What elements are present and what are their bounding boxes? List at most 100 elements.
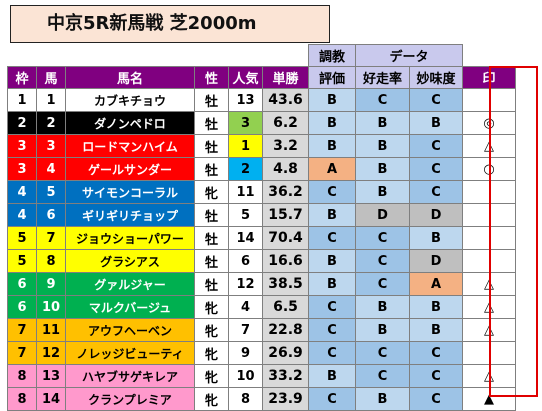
horse-name-cell: カブキチョウ bbox=[65, 88, 195, 112]
table-row[interactable]: 5 8 グラシアス牡 6 16.6 B C D bbox=[7, 249, 516, 273]
popularity-cell: 11 bbox=[228, 180, 263, 204]
table-row[interactable]: 8 14 クランプレミア牝 8 23.9 C B C ▲ bbox=[7, 387, 516, 411]
sex-cell: 牡 bbox=[194, 157, 229, 181]
odds-cell: 3.2 bbox=[262, 134, 309, 158]
odds-cell: 70.4 bbox=[262, 226, 309, 250]
myoumido-grade-cell: B bbox=[409, 111, 463, 135]
table-row[interactable]: 7 11 アウフヘーベン牝 7 22.8 C B B △ bbox=[7, 318, 516, 342]
page-title: 中京5R新馬戦 芝2000m bbox=[10, 5, 330, 43]
table-row[interactable]: 1 1 カブキチョウ牡 13 43.6 B C C bbox=[7, 88, 516, 112]
table-row[interactable]: 6 10 マルクバージュ牝 4 6.5 C B B △ bbox=[7, 295, 516, 319]
mark-cell: ◎ bbox=[462, 111, 516, 135]
horse-name-cell: ギリギリチョップ bbox=[65, 203, 195, 227]
hyoka-grade-cell: A bbox=[308, 157, 356, 181]
table-row[interactable]: 4 6 ギリギリチョップ牡 5 15.7 B D D bbox=[7, 203, 516, 227]
mark-cell: △ bbox=[462, 318, 516, 342]
myoumido-grade-cell: C bbox=[409, 88, 463, 112]
sex-cell: 牝 bbox=[194, 387, 229, 411]
mark-cell bbox=[462, 180, 516, 204]
popularity-cell: 5 bbox=[228, 203, 263, 227]
header-chokyo: 調教 bbox=[308, 44, 356, 67]
table-row[interactable]: 3 4 ゲールサンダー牡 2 4.8 A B C ○ bbox=[7, 157, 516, 181]
myoumido-grade-cell: A bbox=[409, 272, 463, 296]
horse-name-cell: グラシアス bbox=[65, 249, 195, 273]
popularity-cell: 3 bbox=[228, 111, 263, 135]
table-row[interactable]: 7 12 ノレッジビューティ牝 9 26.9 C C C bbox=[7, 341, 516, 365]
waku-cell: 8 bbox=[7, 364, 37, 388]
myoumido-grade-cell: D bbox=[409, 203, 463, 227]
hyoka-grade-cell: C bbox=[308, 226, 356, 250]
sex-cell: 牝 bbox=[194, 318, 229, 342]
table-row[interactable]: 4 5 サイモンコーラル牝 11 36.2 C B C bbox=[7, 180, 516, 204]
table-row[interactable]: 3 3 ロードマンハイム牡 1 3.2 B B C △ bbox=[7, 134, 516, 158]
kousouritsu-grade-cell: C bbox=[355, 341, 410, 365]
uma-number-cell: 14 bbox=[36, 387, 66, 411]
kousouritsu-grade-cell: C bbox=[355, 226, 410, 250]
col-odds: 単勝 bbox=[262, 66, 309, 89]
odds-cell: 6.2 bbox=[262, 111, 309, 135]
table-row[interactable]: 8 13 ハヤブサゲキレア牝 10 33.2 B C C △ bbox=[7, 364, 516, 388]
odds-cell: 38.5 bbox=[262, 272, 309, 296]
race-table: 調教 データ 枠 馬 馬名 性 人気 単勝 評価 好走率 妙味度 印 1 1 カブキ… bbox=[7, 44, 516, 411]
hyoka-grade-cell: B bbox=[308, 88, 356, 112]
uma-number-cell: 5 bbox=[36, 180, 66, 204]
uma-number-cell: 4 bbox=[36, 157, 66, 181]
horse-name-cell: グァルジャー bbox=[65, 272, 195, 296]
popularity-cell: 2 bbox=[228, 157, 263, 181]
waku-cell: 7 bbox=[7, 318, 37, 342]
table-row[interactable]: 5 7 ジョウショーパワー牡 14 70.4 C C B bbox=[7, 226, 516, 250]
kousouritsu-grade-cell: C bbox=[355, 272, 410, 296]
kousouritsu-grade-cell: B bbox=[355, 180, 410, 204]
col-pop: 人気 bbox=[228, 66, 263, 89]
uma-number-cell: 1 bbox=[36, 88, 66, 112]
sex-cell: 牡 bbox=[194, 134, 229, 158]
hyoka-grade-cell: C bbox=[308, 341, 356, 365]
mark-cell bbox=[462, 249, 516, 273]
waku-cell: 2 bbox=[7, 111, 37, 135]
mark-cell: △ bbox=[462, 134, 516, 158]
odds-cell: 6.5 bbox=[262, 295, 309, 319]
horse-name-cell: クランプレミア bbox=[65, 387, 195, 411]
popularity-cell: 6 bbox=[228, 249, 263, 273]
odds-cell: 26.9 bbox=[262, 341, 309, 365]
hyoka-grade-cell: B bbox=[308, 203, 356, 227]
horse-name-cell: ダノンペドロ bbox=[65, 111, 195, 135]
sex-cell: 牡 bbox=[194, 111, 229, 135]
hyoka-grade-cell: B bbox=[308, 249, 356, 273]
horse-name-cell: サイモンコーラル bbox=[65, 180, 195, 204]
waku-cell: 3 bbox=[7, 157, 37, 181]
horse-name-cell: ジョウショーパワー bbox=[65, 226, 195, 250]
col-waku: 枠 bbox=[7, 66, 37, 89]
myoumido-grade-cell: B bbox=[409, 318, 463, 342]
sex-cell: 牡 bbox=[194, 249, 229, 273]
myoumido-grade-cell: B bbox=[409, 295, 463, 319]
myoumido-grade-cell: B bbox=[409, 226, 463, 250]
hyoka-grade-cell: C bbox=[308, 180, 356, 204]
col-hyoka: 評価 bbox=[308, 66, 356, 89]
popularity-cell: 9 bbox=[228, 341, 263, 365]
header-blank-mark bbox=[462, 44, 516, 67]
myoumido-grade-cell: C bbox=[409, 341, 463, 365]
sex-cell: 牝 bbox=[194, 180, 229, 204]
myoumido-grade-cell: C bbox=[409, 387, 463, 411]
kousouritsu-grade-cell: C bbox=[355, 249, 410, 273]
myoumido-grade-cell: C bbox=[409, 134, 463, 158]
waku-cell: 5 bbox=[7, 226, 37, 250]
popularity-cell: 14 bbox=[228, 226, 263, 250]
table-row[interactable]: 6 9 グァルジャー牡 12 38.5 B C A △ bbox=[7, 272, 516, 296]
mark-cell bbox=[462, 341, 516, 365]
waku-cell: 8 bbox=[7, 387, 37, 411]
mark-cell: △ bbox=[462, 272, 516, 296]
uma-number-cell: 3 bbox=[36, 134, 66, 158]
kousouritsu-grade-cell: B bbox=[355, 318, 410, 342]
mark-cell: △ bbox=[462, 295, 516, 319]
hyoka-grade-cell: C bbox=[308, 295, 356, 319]
waku-cell: 1 bbox=[7, 88, 37, 112]
hyoka-grade-cell: C bbox=[308, 387, 356, 411]
odds-cell: 36.2 bbox=[262, 180, 309, 204]
uma-number-cell: 12 bbox=[36, 341, 66, 365]
hyoka-grade-cell: B bbox=[308, 364, 356, 388]
uma-number-cell: 10 bbox=[36, 295, 66, 319]
table-row[interactable]: 2 2 ダノンペドロ牡 3 6.2 B B B ◎ bbox=[7, 111, 516, 135]
waku-cell: 4 bbox=[7, 203, 37, 227]
